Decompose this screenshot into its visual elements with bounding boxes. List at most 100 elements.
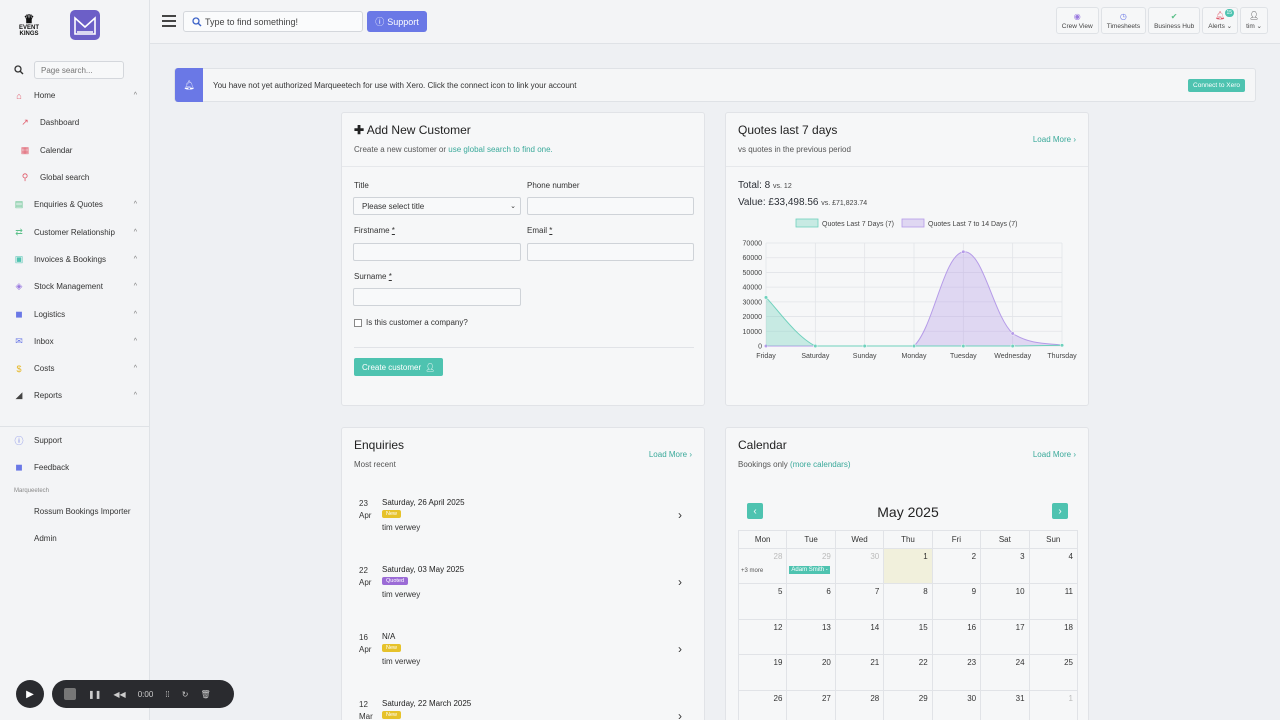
data-point[interactable]: [911, 343, 917, 349]
calendar-day[interactable]: 29 Adam Smith -: [786, 547, 836, 585]
calendar-day[interactable]: 18: [1028, 618, 1079, 656]
enquiry-row[interactable]: 23 Apr Saturday, 26 April 2025 New tim verwe…: [354, 498, 694, 550]
chevron-right-icon[interactable]: ›: [678, 642, 682, 656]
chevron-right-icon[interactable]: ›: [678, 709, 682, 720]
sidebar-item-feedback[interactable]: ◼ Feedback: [0, 454, 150, 481]
data-point[interactable]: [961, 249, 966, 254]
company-checkbox[interactable]: [354, 318, 362, 327]
data-point[interactable]: [862, 343, 867, 349]
connect-xero-button[interactable]: Connect to Xero: [1188, 79, 1245, 92]
sidebar-item-inbox[interactable]: ✉ Inbox ^: [0, 328, 149, 355]
calendar-day[interactable]: 8: [883, 583, 933, 620]
calendar-day[interactable]: 7: [834, 583, 885, 620]
sidebar-item-invoices-bookings[interactable]: ▣ Invoices & Bookings ^: [0, 246, 149, 273]
calendar-day[interactable]: 3: [980, 547, 1030, 585]
sidebar-item-logistics[interactable]: ◼ Logistics ^: [0, 300, 149, 327]
enquiry-row[interactable]: 16 Apr N/A New tim verwey ›: [354, 632, 694, 684]
calendar-day[interactable]: 12: [737, 618, 788, 656]
enquiry-row[interactable]: 22 Apr Saturday, 03 May 2025 Quoted tim verw…: [354, 565, 694, 617]
calendar-day[interactable]: 10: [980, 583, 1030, 620]
marqueetech-logo[interactable]: [70, 10, 100, 40]
chevron-right-icon[interactable]: ›: [678, 575, 682, 589]
calendar-day[interactable]: 30: [834, 547, 885, 585]
calendar-day[interactable]: 21: [834, 654, 885, 691]
data-point[interactable]: [763, 343, 769, 349]
trash-icon[interactable]: 🗑︎: [200, 689, 211, 699]
tool-timesheets[interactable]: ◷ Timesheets: [1100, 7, 1147, 34]
prev-month-button[interactable]: ‹: [747, 503, 763, 519]
global-search-link[interactable]: use global search to find one.: [448, 145, 553, 154]
sidebar-item-stock-management[interactable]: ◈ Stock Management ^: [0, 273, 149, 300]
sidebar-item-costs[interactable]: $ Costs ^: [0, 355, 149, 382]
calendar-event[interactable]: Adam Smith -: [789, 566, 830, 574]
calendar-day[interactable]: 24: [980, 654, 1030, 691]
sidebar-item-dashboard[interactable]: ↗ Dashboard: [0, 109, 149, 136]
calendar-day[interactable]: 4: [1028, 547, 1079, 585]
calendar-day[interactable]: 22: [883, 654, 933, 691]
calendar-day[interactable]: 25: [1028, 654, 1079, 691]
sidebar-item-customer-relationship[interactable]: ⇄ Customer Relationship ^: [0, 218, 149, 245]
sidebar-item-global-search[interactable]: ⚲ Global search: [0, 164, 149, 191]
sidebar-item-calendar[interactable]: ▦ Calendar: [0, 137, 149, 164]
calendar-day[interactable]: 2: [931, 547, 982, 585]
sidebar-item-home[interactable]: ⌂ Home ^: [0, 82, 149, 109]
tool-alerts[interactable]: 🔔︎ Alerts ⌄ 15: [1202, 7, 1239, 34]
data-point[interactable]: [1010, 331, 1015, 336]
calendar-day[interactable]: 5: [737, 583, 788, 620]
calendar-day[interactable]: 13: [786, 618, 836, 656]
calendar-load-more[interactable]: Load More ›: [1033, 450, 1076, 459]
data-point[interactable]: [1059, 343, 1065, 348]
calendar-day[interactable]: 29: [883, 689, 933, 720]
grid-icon[interactable]: ⁞⁞: [165, 689, 170, 699]
data-point[interactable]: [1010, 343, 1015, 349]
restart-icon[interactable]: ↻: [181, 689, 189, 699]
calendar-day[interactable]: 15: [883, 618, 933, 656]
data-point[interactable]: [961, 343, 966, 349]
more-calendars-link[interactable]: (more calendars): [790, 460, 851, 469]
enquiry-row[interactable]: 12 Mar Saturday, 22 March 2025 New ›: [354, 699, 694, 720]
enquiries-load-more[interactable]: Load More ›: [649, 450, 692, 459]
calendar-day[interactable]: 26: [737, 689, 788, 720]
calendar-day[interactable]: 1: [1028, 689, 1079, 720]
calendar-day[interactable]: 31: [980, 689, 1030, 720]
stop-icon[interactable]: [64, 688, 76, 700]
page-search-input[interactable]: [34, 61, 124, 79]
email-field[interactable]: [527, 243, 694, 261]
calendar-day[interactable]: 9: [931, 583, 982, 620]
calendar-day[interactable]: 1: [883, 547, 933, 585]
title-select[interactable]: Please select title ⌄: [353, 197, 521, 215]
surname-field[interactable]: [353, 288, 521, 306]
calendar-day[interactable]: 20: [786, 654, 836, 691]
data-point[interactable]: [763, 295, 769, 300]
sidebar-item-enquiries-quotes[interactable]: ▤ Enquiries & Quotes ^: [0, 191, 149, 218]
calendar-day[interactable]: 19: [737, 654, 788, 691]
pause-icon[interactable]: ❚❚: [88, 689, 102, 699]
tool-tim[interactable]: 👤︎ tim ⌄: [1240, 7, 1268, 34]
calendar-day[interactable]: 30: [931, 689, 982, 720]
chevron-right-icon[interactable]: ›: [678, 508, 682, 522]
sidebar-item-admin[interactable]: Admin: [0, 525, 150, 552]
support-button[interactable]: ⓘ Support: [367, 11, 427, 32]
sidebar-item-rossum-bookings-importer[interactable]: Rossum Bookings Importer: [0, 498, 150, 525]
tool-business-hub[interactable]: ✔ Business Hub: [1148, 7, 1201, 34]
create-customer-button[interactable]: Create customer 👤︎: [354, 358, 444, 376]
data-point[interactable]: [813, 343, 818, 349]
calendar-day[interactable]: 14: [834, 618, 885, 656]
calendar-day[interactable]: 17: [980, 618, 1030, 656]
sidebar-item-support[interactable]: ⓘ Support: [0, 427, 150, 454]
calendar-day[interactable]: 27: [786, 689, 836, 720]
next-month-button[interactable]: ›: [1052, 503, 1068, 519]
more-events-link[interactable]: +3 more: [741, 568, 764, 574]
rewind-icon[interactable]: ◀◀: [113, 689, 126, 699]
calendar-day[interactable]: 16: [931, 618, 982, 656]
quotes-load-more[interactable]: Load More ›: [1033, 135, 1076, 144]
calendar-day[interactable]: 6: [786, 583, 836, 620]
menu-toggle-icon[interactable]: [162, 15, 176, 27]
global-search-input[interactable]: Type to find something!: [183, 11, 363, 32]
tool-crew-view[interactable]: ◉ Crew View: [1055, 7, 1099, 34]
firstname-field[interactable]: [353, 243, 521, 261]
sidebar-item-reports[interactable]: ◢ Reports ^: [0, 382, 149, 409]
calendar-day[interactable]: 11: [1028, 583, 1079, 620]
event-kings-logo[interactable]: ♛ EVENT KINGS: [16, 10, 42, 40]
calendar-day[interactable]: 28 +3 more: [737, 547, 788, 585]
